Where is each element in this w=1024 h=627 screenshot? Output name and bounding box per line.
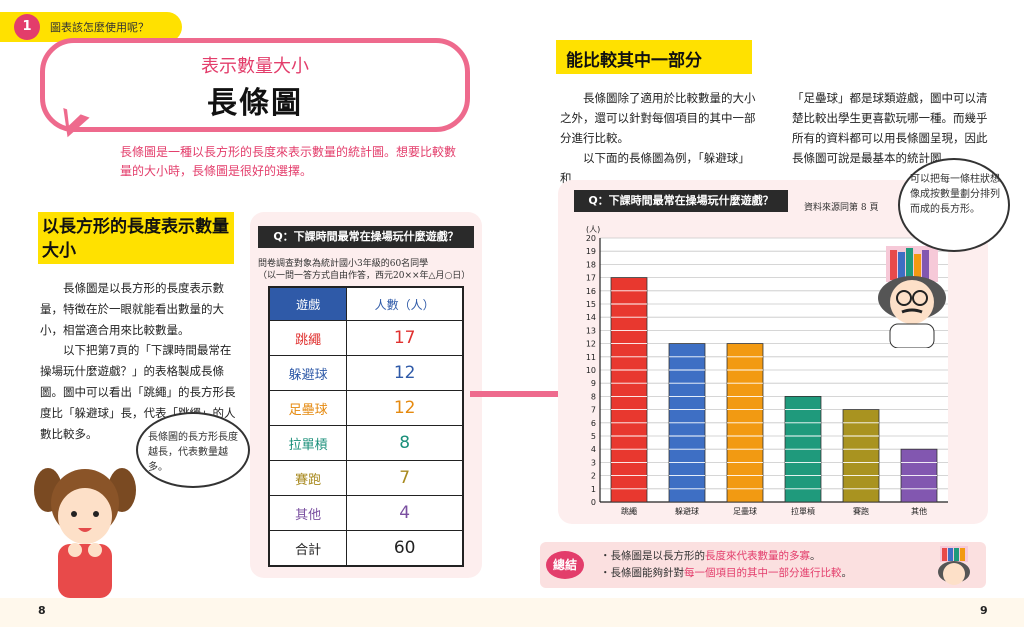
right-paragraph-b: 「足壘球」都是球類遊戲，圖中可以清楚比較出學生更喜歡玩哪一種。而幾乎所有的資料都… <box>792 91 988 165</box>
y-tick-label: 14 <box>586 313 596 322</box>
survey-note-line1: 問卷調查對象為統計國小3年級的60名同學 <box>258 259 429 269</box>
y-tick-label: 2 <box>591 472 596 481</box>
game-name: 其他 <box>268 495 348 531</box>
total-value: 60 <box>346 530 464 567</box>
x-tick-label: 賽跑 <box>853 506 869 516</box>
arrow-line <box>470 391 562 397</box>
table-row: 躲避球 12 <box>268 355 464 391</box>
x-tick-label: 拉單槓 <box>791 506 815 516</box>
y-tick-label: 20 <box>586 234 596 243</box>
y-tick-label: 4 <box>591 445 596 454</box>
section-subtitle: 表示數量大小 <box>201 56 309 77</box>
girl-illustration <box>34 468 136 598</box>
survey-note: 問卷調查對象為統計國小3年級的60名同學 （以一問一答方式自由作答，西元20××… <box>258 258 478 282</box>
game-count: 12 <box>346 355 464 391</box>
survey-table: 遊戲 人數（人） 跳繩 17 躲避球 12 足壘球 12 拉單槓 8 賽跑 7 … <box>268 286 464 567</box>
bar-4 <box>842 409 880 503</box>
table-row: 拉單槓 8 <box>268 425 464 461</box>
chapter-title: 圖表該怎麼使用呢？ <box>50 21 149 34</box>
left-paragraph-1: 長條圖是以長方形的長度表示數量，特徵在於一眼就能看出數量的大小，相當適合用來比較… <box>40 281 224 337</box>
game-count: 17 <box>346 320 464 356</box>
x-tick-label: 跳繩 <box>621 506 637 516</box>
teacher-speech-text: 可以把每一條柱狀想像成按數量劃分排列而成的長方形。 <box>910 174 1000 215</box>
left-heading-bg <box>38 212 234 264</box>
game-count: 12 <box>346 390 464 426</box>
y-tick-label: 9 <box>591 379 596 388</box>
table-total-row: 合計 60 <box>268 530 464 567</box>
chart-source: 資料來源同第 8 頁 <box>804 203 879 213</box>
x-tick-label: 其他 <box>911 506 927 516</box>
y-tick-label: 16 <box>586 287 596 296</box>
summary-line-2: ・長條圖能夠針對每一個項目的其中一部分進行比較。 <box>600 567 852 579</box>
left-heading: 以長方形的長度表示數量大小 <box>42 217 229 261</box>
table-row: 賽跑 7 <box>268 460 464 496</box>
intro-text: 長條圖是一種以長方形的長度來表示數量的統計圖。想要比較數量的大小時，長條圖是很好… <box>120 145 457 178</box>
y-tick-label: 7 <box>591 406 596 415</box>
game-name: 拉單槓 <box>268 425 348 461</box>
y-tick-label: 0 <box>591 498 596 507</box>
left-paragraph-2: 以下把第7頁的「下課時間最常在操場玩什麼遊戲？」的表格製成長條圖。圖中可以看出「… <box>40 343 236 441</box>
y-tick-label: 11 <box>586 353 596 362</box>
game-name: 跳繩 <box>268 320 348 356</box>
teacher-small-icon <box>938 546 970 585</box>
game-count: 4 <box>346 495 464 531</box>
y-tick-label: 17 <box>586 274 596 283</box>
table-row: 足壘球 12 <box>268 390 464 426</box>
table-question: Q：下課時間最常在操場玩什麼遊戲？ <box>258 226 474 248</box>
right-paragraph-a1: 長條圖除了適用於比較數量的大小之外，還可以針對每個項目的其中一部分進行比較。 <box>560 91 756 145</box>
y-tick-label: 10 <box>586 366 596 375</box>
y-tick-label: 12 <box>586 340 596 349</box>
total-label: 合計 <box>268 530 348 567</box>
table-header-count: 人數（人） <box>346 286 464 321</box>
bar-0 <box>610 277 648 503</box>
y-tick-label: 6 <box>591 419 596 428</box>
right-heading-bg <box>556 40 752 74</box>
summary-line-1: ・長條圖是以長方形的長度來代表數量的多寡。 <box>600 550 821 562</box>
x-tick-label: 足壘球 <box>733 506 757 516</box>
summary-box <box>540 542 986 588</box>
y-tick-label: 13 <box>586 326 596 335</box>
y-tick-label: 19 <box>586 247 596 256</box>
y-tick-label: 18 <box>586 260 596 269</box>
x-tick-label: 躲避球 <box>675 506 699 516</box>
table-header-game: 遊戲 <box>268 286 348 321</box>
section-title: 長條圖 <box>207 86 303 121</box>
right-paragraph-a: 長條圖除了適用於比較數量的大小之外，還可以針對每個項目的其中一部分進行比較。 以… <box>560 88 756 188</box>
table-row: 其他 4 <box>268 495 464 531</box>
teacher-speech-bubble <box>898 158 1010 252</box>
y-axis-label: (人) <box>586 225 600 234</box>
y-tick-label: 1 <box>591 485 596 494</box>
y-tick-label: 8 <box>591 392 596 401</box>
y-tick-label: 5 <box>591 432 596 441</box>
girl-speech-bubble <box>136 412 250 488</box>
game-count: 7 <box>346 460 464 496</box>
game-name: 賽跑 <box>268 460 348 496</box>
footer-bar <box>0 598 1024 627</box>
teacher-illustration <box>878 246 946 348</box>
page-number-right: 9 <box>980 604 988 617</box>
right-paragraph-a2: 以下面的長條圖為例，「躲避球」和 <box>560 151 750 185</box>
chapter-number: 1 <box>14 14 40 40</box>
summary-tag: 總結 <box>546 551 584 579</box>
game-count: 8 <box>346 425 464 461</box>
y-tick-label: 3 <box>591 458 596 467</box>
game-name: 足壘球 <box>268 390 348 426</box>
table-row: 跳繩 17 <box>268 320 464 356</box>
game-name: 躲避球 <box>268 355 348 391</box>
title-bubble <box>40 38 470 132</box>
girl-speech-text: 長條圖的長方形長度越長，代表數量越多。 <box>148 432 238 473</box>
page-number-left: 8 <box>38 604 46 617</box>
right-heading: 能比較其中一部分 <box>566 51 702 71</box>
chart-question: Q：下課時間最常在操場玩什麼遊戲？ <box>574 190 788 212</box>
y-tick-label: 15 <box>586 300 596 309</box>
survey-note-line2: （以一問一答方式自由作答，西元20××年△月○日） <box>258 271 471 281</box>
